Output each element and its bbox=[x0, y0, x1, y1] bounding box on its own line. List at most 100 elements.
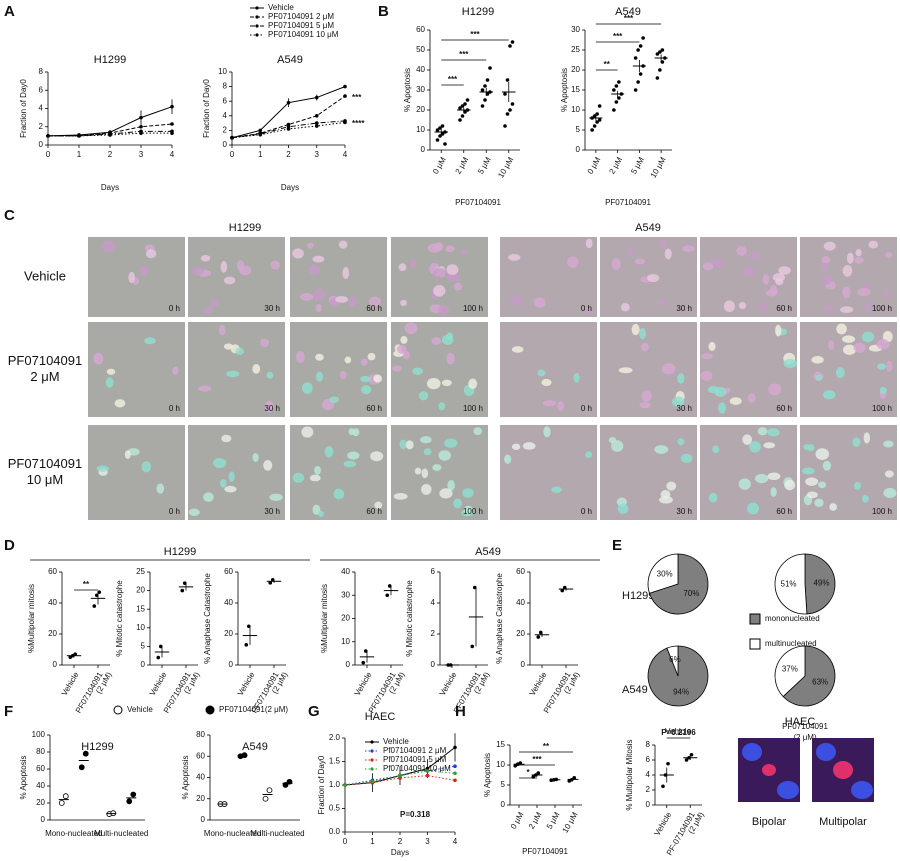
x-tick-label: Vehicle bbox=[353, 670, 374, 697]
cell bbox=[335, 296, 349, 303]
point bbox=[58, 800, 65, 806]
legend-swatch bbox=[749, 638, 761, 650]
cell bbox=[585, 451, 593, 459]
point bbox=[370, 779, 375, 784]
point bbox=[614, 100, 619, 104]
x-tick-label: Multi-nucleated bbox=[94, 829, 148, 838]
point bbox=[597, 118, 602, 122]
cell bbox=[368, 296, 381, 307]
point bbox=[156, 655, 161, 660]
chart-title: A549 bbox=[277, 54, 303, 66]
point bbox=[258, 132, 263, 137]
value-label: 49% bbox=[813, 579, 829, 588]
point bbox=[480, 88, 485, 92]
cell bbox=[370, 451, 384, 462]
cell bbox=[221, 434, 232, 443]
point bbox=[62, 793, 69, 800]
cell bbox=[854, 481, 861, 490]
panel-letter: A bbox=[4, 3, 15, 20]
y-tick-label: 2 bbox=[646, 785, 651, 794]
cell bbox=[664, 248, 672, 260]
cell bbox=[220, 261, 228, 273]
y-tick-label: 5 bbox=[141, 642, 146, 651]
series-line bbox=[344, 770, 456, 786]
y-tick-label: 6 bbox=[431, 567, 436, 576]
annotation: *** bbox=[532, 755, 542, 764]
cell bbox=[399, 439, 407, 450]
y-tick-label: 0.0 bbox=[329, 827, 341, 836]
time-label: 30 h bbox=[264, 507, 280, 516]
point bbox=[684, 758, 689, 762]
cell bbox=[504, 454, 512, 464]
y-tick-label: 60 bbox=[416, 25, 425, 34]
point bbox=[595, 120, 599, 124]
point bbox=[485, 78, 490, 82]
legend-label: Pf07104091 10 μM bbox=[383, 764, 451, 773]
nucleus bbox=[816, 743, 836, 761]
cell bbox=[105, 377, 114, 388]
y-tick-label: 80 bbox=[196, 730, 205, 739]
cell bbox=[315, 303, 322, 313]
cell bbox=[367, 352, 376, 361]
y-tick-label: 30 bbox=[341, 590, 350, 599]
point bbox=[483, 98, 487, 102]
cell bbox=[188, 508, 200, 516]
series-line bbox=[344, 775, 456, 786]
cell bbox=[156, 483, 165, 494]
panel-letter: H bbox=[455, 703, 466, 720]
cell bbox=[324, 445, 334, 458]
y-axis-label: % Apoptosis bbox=[560, 68, 569, 112]
cell bbox=[400, 299, 407, 307]
cell bbox=[537, 369, 546, 377]
legend-label: Vehicle bbox=[383, 737, 409, 746]
y-axis-label: % Apoptosis bbox=[181, 755, 190, 799]
group-title: A549 bbox=[475, 546, 501, 558]
point bbox=[130, 791, 137, 798]
cell bbox=[361, 385, 372, 395]
point bbox=[536, 635, 541, 639]
time-label: 0 h bbox=[581, 507, 592, 516]
point bbox=[612, 88, 616, 92]
cell bbox=[821, 255, 831, 264]
x-tick-label: 0 bbox=[230, 150, 235, 159]
time-label: 60 h bbox=[366, 304, 382, 313]
cell bbox=[462, 488, 474, 498]
cell bbox=[765, 289, 778, 297]
point bbox=[314, 95, 319, 100]
cell bbox=[106, 368, 116, 375]
point bbox=[440, 124, 445, 128]
y-tick-label: 50 bbox=[416, 45, 425, 54]
point bbox=[597, 104, 602, 108]
y-tick-label: 20 bbox=[36, 798, 45, 807]
cell bbox=[876, 339, 890, 350]
cell bbox=[392, 365, 402, 372]
cell bbox=[263, 460, 273, 471]
cell bbox=[438, 450, 451, 461]
x-tick-label: Mono-nucleated bbox=[204, 829, 261, 838]
cell bbox=[814, 498, 824, 508]
value-label: 70% bbox=[683, 589, 699, 598]
chart-title: H1299 bbox=[81, 741, 113, 753]
cell bbox=[269, 493, 283, 501]
cell bbox=[444, 438, 458, 448]
series-line bbox=[344, 765, 456, 786]
point bbox=[343, 94, 347, 98]
cell bbox=[338, 240, 348, 249]
time-label: 100 h bbox=[463, 304, 483, 313]
legend-marker bbox=[370, 758, 374, 762]
row-label: 2 μM bbox=[30, 369, 59, 384]
y-tick-label: 1.5 bbox=[329, 757, 341, 766]
time-label: 60 h bbox=[366, 507, 382, 516]
cell bbox=[627, 247, 635, 255]
cell bbox=[317, 510, 325, 517]
cell bbox=[438, 402, 446, 411]
legend-label: PF07104091 2 μM bbox=[268, 12, 334, 21]
cell bbox=[445, 245, 455, 253]
cell bbox=[659, 238, 667, 249]
point bbox=[633, 88, 638, 92]
cell bbox=[447, 479, 455, 491]
cell bbox=[775, 324, 782, 337]
nucleus bbox=[742, 743, 762, 761]
point bbox=[641, 36, 645, 40]
y-tick-label: 40 bbox=[36, 781, 45, 790]
